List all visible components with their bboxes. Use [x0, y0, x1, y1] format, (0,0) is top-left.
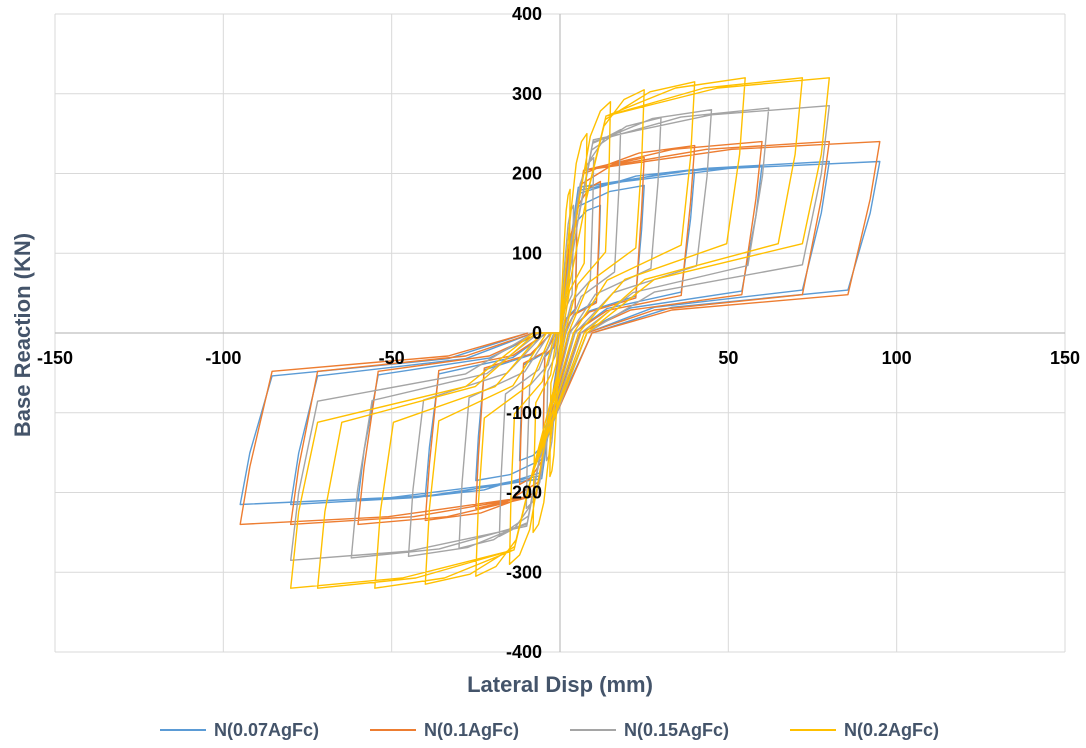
y-axis-title: Base Reaction (KN) [10, 233, 35, 437]
series-line [290, 77, 830, 589]
y-tick-label: 400 [512, 4, 542, 24]
series-4-curve [290, 77, 830, 589]
chart-series-curves [239, 77, 881, 589]
y-tick-label: 200 [512, 164, 542, 184]
legend-item-series-4: N(0.2AgFc) [790, 715, 939, 745]
y-tick-label: 100 [512, 243, 542, 263]
x-tick-label: -100 [205, 348, 241, 368]
x-tick-label: 100 [882, 348, 912, 368]
x-axis-title: Lateral Disp (mm) [467, 672, 653, 697]
chart-tick-labels: -150 -100 -50 50 100 150 -400 -300 -200 -100 0 100 2… [37, 4, 1080, 662]
y-tick-label: -300 [506, 562, 542, 582]
y-tick-label: -100 [506, 403, 542, 423]
legend-swatch [790, 729, 836, 731]
legend-item-series-2: N(0.1AgFc) [370, 715, 519, 745]
x-tick-label: 150 [1050, 348, 1080, 368]
legend-swatch [370, 729, 416, 731]
legend-item-series-3: N(0.15AgFc) [570, 715, 729, 745]
hysteresis-chart: -150 -100 -50 50 100 150 -400 -300 -200 -100 0 100 2… [10, 4, 1080, 697]
legend-label: N(0.15AgFc) [624, 719, 730, 740]
legend-label: N(0.1AgFc) [424, 719, 520, 740]
legend-swatch [570, 729, 616, 731]
legend-label: N(0.2AgFc) [844, 719, 940, 740]
x-tick-label: -50 [379, 348, 405, 368]
y-tick-label: -400 [506, 642, 542, 662]
x-tick-label: -150 [37, 348, 73, 368]
legend-item-series-1: N(0.07AgFc) [160, 715, 319, 745]
x-tick-label: 50 [718, 348, 738, 368]
y-tick-label: 0 [532, 323, 542, 343]
legend-label: N(0.07AgFc) [214, 719, 320, 740]
y-tick-label: 300 [512, 84, 542, 104]
legend-swatch [160, 729, 206, 731]
y-tick-label: -200 [506, 483, 542, 503]
chart-legend: N(0.07AgFc) N(0.1AgFc) N(0.15AgFc) N(0.2… [0, 715, 1086, 745]
